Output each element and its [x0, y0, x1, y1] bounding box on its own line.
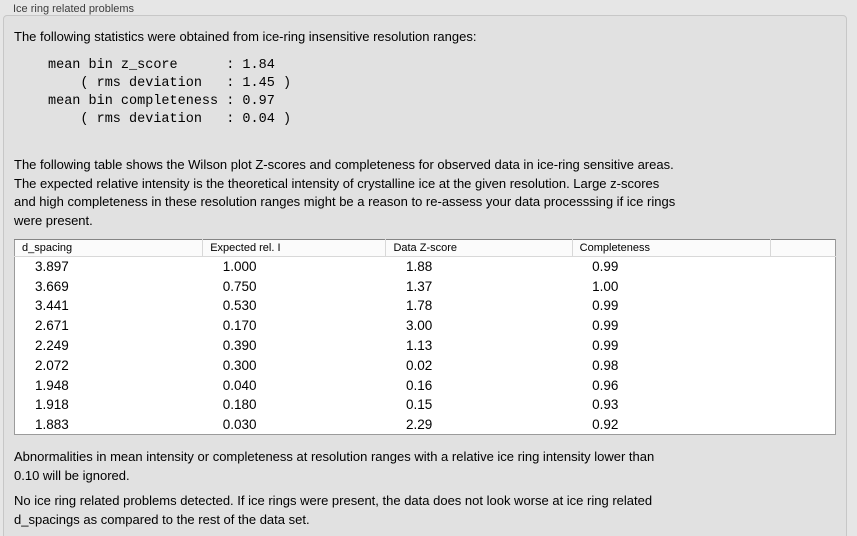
table-cell: 1.37	[405, 278, 433, 294]
column-header-expected-rel-i[interactable]: Expected rel. I	[202, 239, 387, 257]
ice-ring-table: d_spacing Expected rel. I Data Z-score Comp…	[14, 239, 836, 436]
table-cell: 1.948	[35, 377, 69, 393]
table-cell: 0.300	[222, 357, 257, 373]
table-cell	[770, 276, 835, 296]
table-row[interactable]: 2.671 0.170 3.00 0.99	[15, 316, 836, 336]
table-cell: 1.00	[592, 278, 619, 294]
table-cell: 3.669	[35, 278, 69, 294]
table-cell	[770, 355, 835, 375]
column-header-data-z-score[interactable]: Data Z-score	[385, 239, 573, 257]
table-cell: 3.897	[35, 259, 69, 275]
table-cell: 1.13	[405, 338, 433, 354]
table-cell: 3.00	[405, 318, 433, 334]
column-header-completeness[interactable]: Completeness	[572, 239, 771, 257]
statistics-intro-text: The following statistics were obtained f…	[14, 29, 477, 44]
table-cell: 0.040	[222, 377, 257, 393]
column-header-d-spacing[interactable]: d_spacing	[14, 239, 204, 257]
table-cell: 1.918	[35, 397, 69, 413]
table-cell: 0.96	[592, 377, 619, 393]
table-cell	[770, 375, 835, 395]
table-description-text: The following table shows the Wilson plo…	[14, 157, 676, 228]
table-cell: 0.530	[222, 298, 257, 314]
table-cell: 1.78	[405, 298, 433, 314]
table-cell	[770, 415, 835, 435]
table-row[interactable]: 3.441 0.530 1.78 0.99	[15, 296, 836, 316]
table-cell: 2.29	[405, 417, 433, 433]
table-row[interactable]: 1.918 0.180 0.15 0.93	[15, 395, 836, 415]
table-cell	[770, 395, 835, 415]
ice-table-header-row: d_spacing Expected rel. I Data Z-score Comp…	[14, 239, 836, 257]
table-row[interactable]: 2.072 0.300 0.02 0.98	[15, 355, 836, 375]
table-cell	[770, 316, 835, 336]
table-cell: 2.249	[35, 338, 69, 354]
bin-statistics-block: mean bin z_score : 1.84 ( rms deviation …	[48, 58, 292, 127]
table-cell: 0.16	[405, 377, 433, 393]
table-cell: 2.072	[35, 357, 69, 373]
table-row[interactable]: 3.897 1.000 1.88 0.99	[15, 257, 836, 277]
ice-table-body: 3.897 1.000 1.88 0.99 3.669 0.750 1.37 1.00 3.44…	[15, 257, 836, 435]
panel-title: Ice ring related problems	[13, 3, 135, 15]
table-cell: 2.671	[35, 318, 69, 334]
column-header-blank	[770, 239, 836, 257]
table-cell: 3.441	[35, 298, 69, 314]
table-cell: 0.02	[405, 357, 433, 373]
table-row[interactable]: 3.669 0.750 1.37 1.00	[15, 276, 836, 296]
abnormalities-note-text: Abnormalities in mean intensity or compl…	[14, 449, 655, 483]
table-cell: 1.000	[222, 259, 257, 275]
table-row[interactable]: 1.883 0.030 2.29 0.92	[15, 415, 836, 435]
table-cell: 0.93	[592, 397, 619, 413]
table-cell: 1.883	[35, 417, 69, 433]
table-cell: 0.99	[592, 298, 619, 314]
table-cell: 0.99	[592, 259, 619, 275]
table-cell	[770, 296, 835, 316]
table-cell: 0.98	[592, 357, 619, 373]
table-cell: 0.92	[592, 417, 619, 433]
table-cell: 0.170	[222, 318, 257, 334]
table-cell: 0.390	[222, 338, 257, 354]
table-cell: 0.99	[592, 318, 619, 334]
table-cell: 0.99	[592, 338, 619, 354]
table-cell	[770, 336, 835, 356]
table-cell: 1.88	[405, 259, 433, 275]
table-row[interactable]: 1.948 0.040 0.16 0.96	[15, 375, 836, 395]
table-cell: 0.15	[405, 397, 433, 413]
table-cell: 0.180	[222, 397, 257, 413]
table-cell: 0.750	[222, 278, 257, 294]
table-row[interactable]: 2.249 0.390 1.13 0.99	[15, 336, 836, 356]
conclusion-text: No ice ring related problems detected. I…	[14, 493, 653, 527]
table-cell	[770, 257, 835, 277]
table-cell: 0.030	[222, 417, 257, 433]
